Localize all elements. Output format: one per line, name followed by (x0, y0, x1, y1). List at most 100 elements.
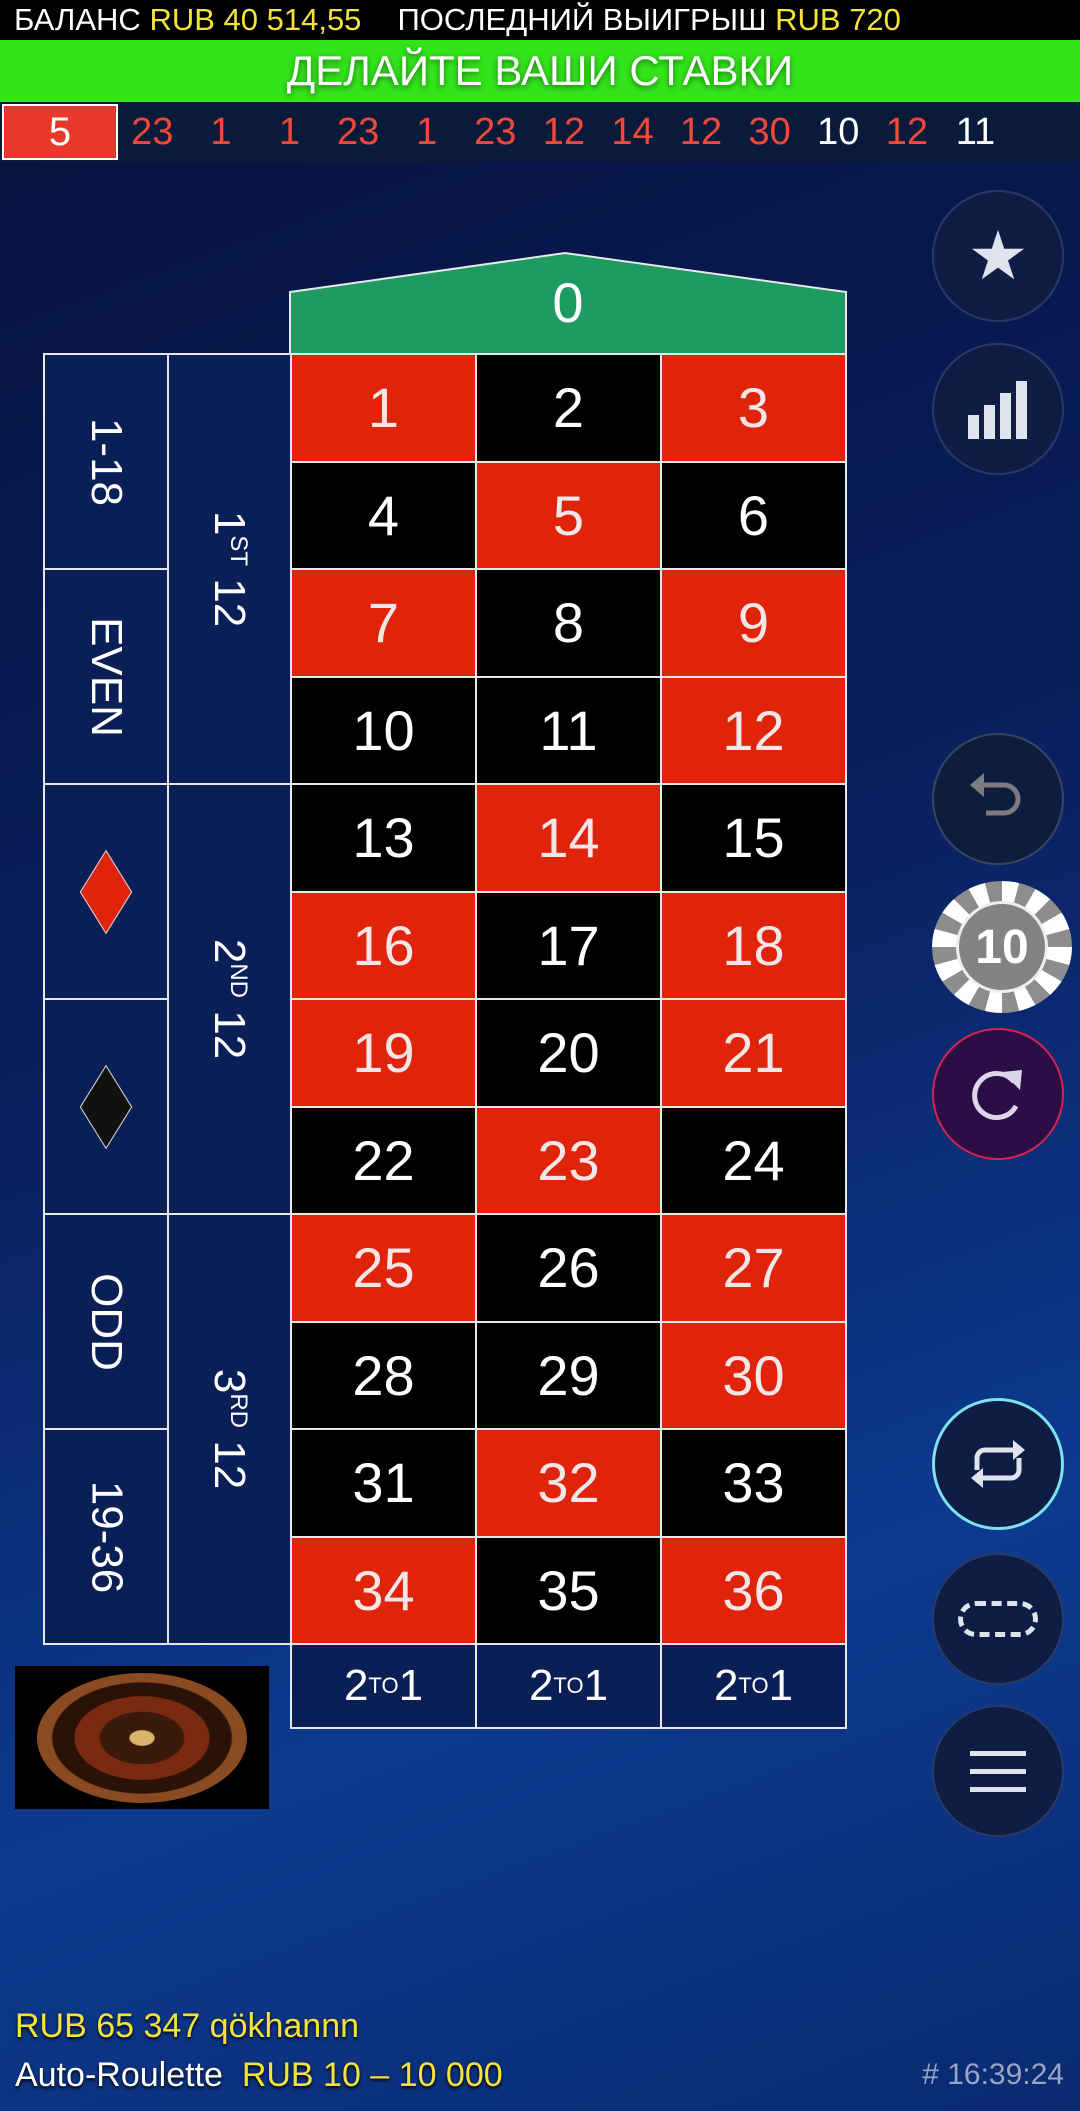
number-cell-23[interactable]: 23 (475, 1105, 662, 1215)
number-cell-33[interactable]: 33 (660, 1428, 847, 1538)
autoplay-icon (971, 1440, 1025, 1488)
history-result: 14 (611, 110, 654, 153)
zero-label: 0 (552, 271, 584, 334)
number-cell-17[interactable]: 17 (475, 890, 662, 1000)
number-cell-30[interactable]: 30 (660, 1320, 847, 1430)
racetrack-icon (958, 1601, 1038, 1637)
history-result: 1 (278, 110, 301, 153)
outside-bet-label: EVEN (81, 616, 131, 737)
number-cell-15[interactable]: 15 (660, 783, 847, 893)
history-result: 23 (131, 110, 174, 153)
number-cell-14[interactable]: 14 (475, 783, 662, 893)
results-history: 5 23 1 1 23 1 23 12 14 12 30 10 12 11 (0, 102, 1080, 162)
history-result: 11 (955, 110, 996, 153)
bar-chart-icon (968, 381, 1027, 439)
roulette-wheel-icon (37, 1672, 247, 1803)
history-result: 12 (542, 110, 585, 153)
column-bet-3[interactable]: 2 TO 1 (660, 1643, 847, 1729)
number-cell-8[interactable]: 8 (475, 568, 662, 678)
number-cell-18[interactable]: 18 (660, 890, 847, 1000)
dozen-label: 1ST 12 (205, 510, 255, 628)
undo-button[interactable] (932, 733, 1064, 865)
number-cell-28[interactable]: 28 (290, 1320, 477, 1430)
number-cell-29[interactable]: 29 (475, 1320, 662, 1430)
number-cell-12[interactable]: 12 (660, 675, 847, 785)
number-cell-36[interactable]: 36 (660, 1535, 847, 1645)
number-cell-16[interactable]: 16 (290, 890, 477, 1000)
redo-icon (972, 1070, 1022, 1121)
star-icon: ★ (967, 217, 1029, 294)
history-result: 1 (210, 110, 232, 153)
diamond-black-icon (79, 1064, 133, 1149)
history-result: 30 (748, 110, 791, 153)
place-bets-banner: ДЕЛАЙТЕ ВАШИ СТАВКИ (0, 40, 1080, 102)
number-cell-3[interactable]: 3 (660, 353, 847, 463)
menu-button[interactable] (932, 1705, 1064, 1837)
number-cell-2[interactable]: 2 (475, 353, 662, 463)
number-cell-11[interactable]: 11 (475, 675, 662, 785)
zero-cell[interactable] (289, 252, 847, 355)
dozen-bet-3[interactable]: 3RD 12 (167, 1213, 292, 1645)
table-info: RUB 65 347 qökhannn (15, 2007, 360, 2045)
outside-bet-1-18[interactable]: 1-18 (43, 353, 169, 570)
number-cell-25[interactable]: 25 (290, 1213, 477, 1323)
history-result: 10 (817, 110, 860, 153)
statistics-button[interactable] (932, 343, 1064, 475)
history-result: 23 (474, 110, 517, 153)
last-win-value: RUB 720 (775, 2, 901, 37)
diamond-red-icon (79, 849, 133, 934)
column-bet-2[interactable]: 2 TO 1 (475, 1643, 662, 1729)
game-info: Auto-Roulette RUB 10 – 10 000 (15, 2056, 503, 2095)
number-cell-32[interactable]: 32 (475, 1428, 662, 1538)
number-cell-7[interactable]: 7 (290, 568, 477, 678)
number-cell-20[interactable]: 20 (475, 998, 662, 1108)
number-cell-9[interactable]: 9 (660, 568, 847, 678)
number-cell-10[interactable]: 10 (290, 675, 477, 785)
number-cell-1[interactable]: 1 (290, 353, 477, 463)
number-cell-34[interactable]: 34 (290, 1535, 477, 1645)
balance-bar: БАЛАНС RUB 40 514,55 ПОСЛЕДНИЙ ВЫИГРЫШ R… (0, 0, 1080, 40)
number-cell-31[interactable]: 31 (290, 1428, 477, 1538)
balance-label: БАЛАНС (14, 2, 141, 37)
number-cell-22[interactable]: 22 (290, 1105, 477, 1215)
undo-icon (970, 773, 1021, 816)
outside-bet-even[interactable]: EVEN (43, 568, 169, 785)
dozen-label: 3RD 12 (205, 1368, 255, 1490)
racetrack-button[interactable] (932, 1553, 1064, 1685)
chip-selector[interactable]: 10 (932, 881, 1072, 1013)
number-cell-6[interactable]: 6 (660, 460, 847, 570)
column-bet-1[interactable]: 2 TO 1 (290, 1643, 477, 1729)
number-cell-24[interactable]: 24 (660, 1105, 847, 1215)
chip-value: 10 (956, 901, 1048, 993)
number-cell-21[interactable]: 21 (660, 998, 847, 1108)
number-cell-35[interactable]: 35 (475, 1535, 662, 1645)
favorites-button[interactable]: ★ (932, 190, 1064, 322)
dozen-label: 2ND 12 (205, 938, 255, 1060)
outside-bet-diamond-red[interactable] (43, 783, 169, 1000)
outside-bet-odd[interactable]: ODD (43, 1213, 169, 1430)
dozen-bet-1[interactable]: 1ST 12 (167, 353, 292, 785)
number-cell-5[interactable]: 5 (475, 460, 662, 570)
number-cell-13[interactable]: 13 (290, 783, 477, 893)
history-result: 5 (2, 104, 118, 160)
history-result: 12 (679, 110, 723, 153)
outside-bet-label: 19-36 (81, 1480, 131, 1593)
history-result: 1 (416, 110, 438, 153)
number-cell-4[interactable]: 4 (290, 460, 477, 570)
history-result: 23 (336, 110, 380, 153)
repeat-bet-button[interactable] (932, 1028, 1064, 1160)
number-cell-26[interactable]: 26 (475, 1213, 662, 1323)
wheel-thumbnail[interactable] (15, 1666, 269, 1809)
outside-bet-19-36[interactable]: 19-36 (43, 1428, 169, 1645)
autoplay-button[interactable] (932, 1398, 1064, 1530)
outside-bet-diamond-black[interactable] (43, 998, 169, 1215)
number-cell-27[interactable]: 27 (660, 1213, 847, 1323)
hamburger-icon (970, 1751, 1026, 1792)
dozen-bet-2[interactable]: 2ND 12 (167, 783, 292, 1215)
balance-value: RUB 40 514,55 (149, 2, 362, 37)
history-result: 12 (885, 110, 928, 153)
game-name: Auto-Roulette (15, 2056, 223, 2094)
last-win-label: ПОСЛЕДНИЙ ВЫИГРЫШ (397, 2, 767, 37)
outside-bet-label: 1-18 (81, 417, 131, 506)
number-cell-19[interactable]: 19 (290, 998, 477, 1108)
